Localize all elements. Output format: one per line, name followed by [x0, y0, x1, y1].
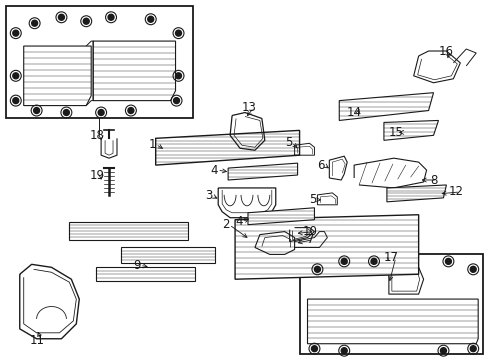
Text: 17: 17 — [383, 251, 398, 264]
Circle shape — [175, 30, 181, 36]
Text: 2: 2 — [222, 218, 229, 231]
Polygon shape — [235, 215, 418, 279]
Circle shape — [175, 73, 181, 79]
Text: 15: 15 — [388, 126, 403, 139]
Circle shape — [173, 98, 179, 104]
Text: 12: 12 — [447, 185, 463, 198]
Text: 19: 19 — [89, 168, 104, 181]
Circle shape — [440, 348, 446, 354]
Polygon shape — [339, 93, 433, 121]
Text: 10: 10 — [302, 225, 317, 238]
Bar — [121, 247, 215, 264]
Circle shape — [98, 109, 104, 116]
Circle shape — [32, 20, 38, 26]
Text: 8: 8 — [429, 174, 437, 186]
Polygon shape — [247, 208, 314, 225]
Circle shape — [445, 258, 450, 264]
Bar — [299, 255, 482, 354]
Circle shape — [128, 108, 134, 113]
Polygon shape — [155, 130, 299, 165]
Text: 4: 4 — [235, 215, 242, 228]
Circle shape — [13, 98, 19, 104]
Circle shape — [147, 16, 153, 22]
Text: 13: 13 — [242, 101, 256, 114]
Circle shape — [469, 266, 475, 272]
Polygon shape — [383, 121, 438, 140]
Text: 7: 7 — [306, 233, 313, 246]
Text: 14: 14 — [346, 106, 361, 119]
Text: 11: 11 — [30, 334, 44, 347]
Polygon shape — [307, 299, 477, 344]
Circle shape — [341, 258, 346, 264]
Bar — [6, 6, 193, 118]
Polygon shape — [93, 41, 175, 100]
Bar — [69, 222, 188, 239]
Polygon shape — [228, 163, 297, 180]
Circle shape — [13, 73, 19, 79]
Text: 9: 9 — [133, 259, 140, 272]
Text: 3: 3 — [205, 189, 212, 202]
Circle shape — [63, 109, 69, 116]
Bar — [96, 267, 195, 281]
Text: 16: 16 — [438, 45, 452, 58]
Polygon shape — [386, 185, 446, 202]
Circle shape — [83, 18, 89, 24]
Text: 4: 4 — [210, 163, 217, 176]
Circle shape — [314, 266, 320, 272]
Text: 5: 5 — [284, 136, 291, 149]
Text: 1: 1 — [148, 138, 156, 151]
Text: 18: 18 — [89, 129, 104, 142]
Text: 6: 6 — [317, 159, 324, 172]
Polygon shape — [24, 46, 91, 105]
Circle shape — [311, 346, 317, 352]
Circle shape — [13, 30, 19, 36]
Circle shape — [59, 14, 64, 20]
Circle shape — [34, 108, 40, 113]
Circle shape — [370, 258, 376, 264]
Circle shape — [108, 14, 114, 20]
Circle shape — [469, 346, 475, 352]
Circle shape — [341, 348, 346, 354]
Text: 5: 5 — [309, 193, 316, 206]
